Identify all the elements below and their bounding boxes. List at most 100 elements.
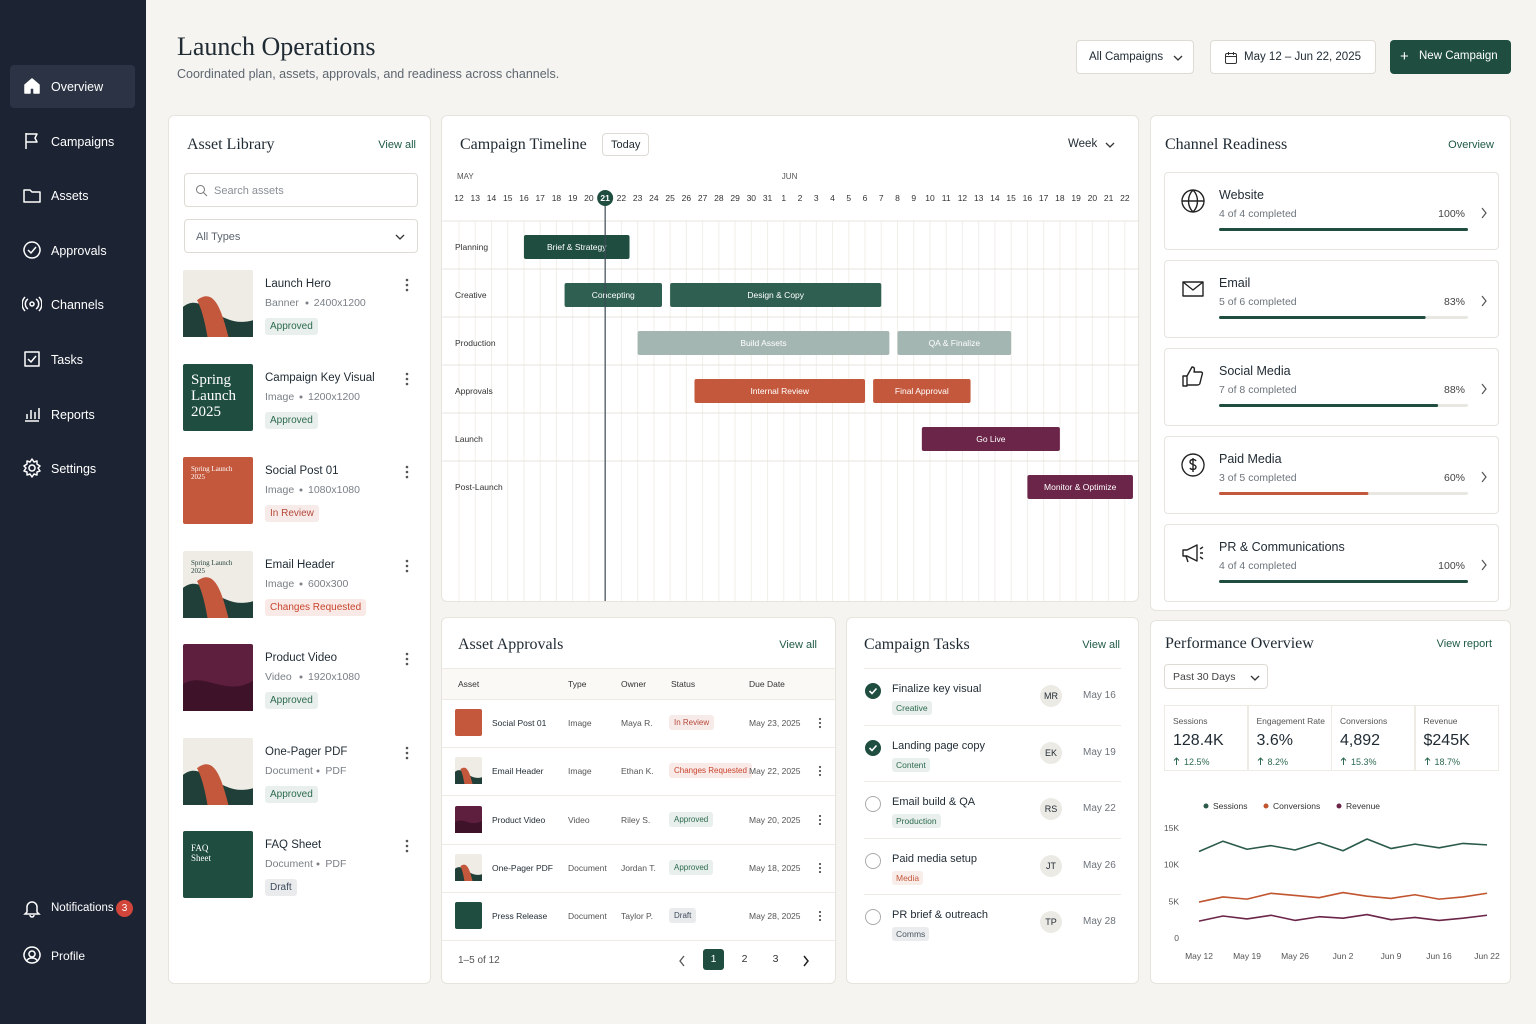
chevron: [1105, 142, 1115, 148]
channel-name: Website: [1219, 188, 1264, 202]
kpi-card: Revenue $245K 18.7%: [1414, 705, 1499, 771]
day-label: 16: [1023, 193, 1033, 203]
page-button[interactable]: 1: [703, 949, 724, 970]
nav-item[interactable]: Approvals: [10, 229, 135, 272]
icon: [1182, 281, 1204, 297]
table-row[interactable]: One-Pager PDF Document Jordan T. Approved Ma…: [442, 844, 835, 893]
dot: [405, 746, 409, 749]
type-filter-label: All Types: [196, 231, 241, 243]
nav-label: Profile: [51, 949, 86, 963]
today-label: Today: [611, 139, 641, 151]
icon: [25, 132, 38, 149]
nav-label: Campaigns: [51, 134, 115, 149]
channel-card[interactable]: Website 4 of 4 completed 100%: [1164, 172, 1499, 250]
view-all[interactable]: View all: [779, 639, 817, 651]
thumbnail: [183, 270, 253, 337]
channel-card[interactable]: Social Media 7 of 8 completed 88%: [1164, 348, 1499, 426]
column-header: Due Date: [749, 679, 785, 689]
sidebar: Overview Campaigns Assets Approvals Channels…: [0, 0, 146, 1024]
progress-bar: [1219, 404, 1468, 407]
x-tick-label: Jun 16: [1426, 951, 1452, 961]
status-pill: Media: [892, 870, 924, 885]
page-button[interactable]: 2: [741, 953, 748, 965]
thumb-text: Spring: [191, 372, 232, 388]
overview-link[interactable]: Overview: [1448, 139, 1494, 151]
search-box[interactable]: Search assets: [184, 173, 418, 207]
notifications[interactable]: Notifications 3: [10, 888, 135, 928]
channel-progress: 4 of 4 completed: [1219, 560, 1297, 572]
table-row[interactable]: Press Release Document Taylor P. Draft May 2…: [442, 892, 835, 942]
dot: [305, 301, 309, 305]
table-row[interactable]: Product Video Video Riley S. Approved May 20…: [442, 796, 835, 845]
kpi-change: 18.7%: [1434, 757, 1461, 767]
campaign-filter[interactable]: All Campaigns: [1076, 40, 1194, 74]
task-checkbox: [865, 852, 881, 869]
icon: [1340, 757, 1347, 765]
nav-item[interactable]: Settings: [10, 447, 135, 490]
more-menu: [405, 278, 409, 292]
channel-card[interactable]: PR & Communications 4 of 4 completed 100%: [1164, 524, 1499, 602]
asset-item[interactable]: FAQ Sheet FAQ Sheet Document PDF Draft: [183, 831, 419, 903]
nav-item[interactable]: Campaigns: [10, 120, 135, 163]
table-header-bg: [442, 668, 835, 700]
day-label: 25: [665, 193, 675, 203]
type-filter[interactable]: All Types: [184, 219, 418, 253]
nav-item[interactable]: Channels: [10, 283, 135, 326]
profile[interactable]: Profile: [10, 935, 135, 975]
thumb-text: Spring Launch: [191, 465, 233, 473]
gantt-bar: [1027, 475, 1133, 499]
asset-item[interactable]: Spring Launch 2025 Email Header Image 600x30…: [183, 550, 419, 623]
asset-size: 2400x1200: [313, 297, 366, 309]
task-row[interactable]: Finalize key visual Creative MR May 16: [864, 668, 1121, 725]
dot: [405, 564, 409, 567]
task-row[interactable]: Email build & QA Production RS May 22: [864, 781, 1121, 838]
task-row[interactable]: Paid media setup Media JT May 26: [864, 837, 1121, 895]
dot: [405, 475, 409, 479]
scale-selector[interactable]: Week: [1068, 138, 1098, 150]
task-due: May 16: [1083, 690, 1116, 701]
channel-percent: 100%: [1438, 208, 1465, 220]
today-button[interactable]: Today: [602, 133, 649, 156]
table-row[interactable]: Social Post 01 Image Maya R. In Review May 2…: [442, 699, 835, 748]
date-range[interactable]: May 12 – Jun 22, 2025: [1210, 40, 1376, 74]
nav-icon: [22, 296, 42, 312]
task-row[interactable]: PR brief & outreach Comms TP May 28: [864, 894, 1121, 951]
asset-item[interactable]: Product Video Video 1920x1080 Approved: [183, 644, 419, 716]
asset-item[interactable]: Spring Launch 2025 Social Post 01 Image 1080…: [183, 457, 419, 529]
nav-label: Assets: [51, 189, 89, 204]
page-subtitle: Coordinated plan, assets, approvals, and…: [177, 67, 560, 81]
page-button[interactable]: 3: [772, 953, 779, 965]
asset-item[interactable]: Launch Hero Banner 2400x1200 Approved: [183, 270, 419, 342]
dot: [405, 559, 409, 562]
nav-item[interactable]: Tasks: [10, 338, 135, 381]
icon: [1481, 383, 1487, 395]
nav-item[interactable]: Overview: [10, 65, 135, 108]
nav-item[interactable]: Assets: [10, 174, 135, 217]
new-campaign-button[interactable]: + New Campaign: [1390, 40, 1511, 74]
nav-item[interactable]: Reports: [10, 393, 135, 436]
asset-name: Email Header: [265, 558, 335, 571]
dot: [818, 862, 822, 865]
day-label: 30: [747, 193, 757, 203]
pagination-summary: 1–5 of 12: [458, 955, 500, 966]
kpi-value: 128.4K: [1173, 732, 1224, 749]
asset-item[interactable]: One-Pager PDF Document PDF Approved: [183, 737, 419, 810]
asset-item[interactable]: Spring Launch 2025 Campaign Key Visual Image…: [183, 363, 419, 436]
thumb-text: Launch: [191, 388, 236, 404]
channel-card[interactable]: Email 5 of 6 completed 83%: [1164, 260, 1499, 338]
view-all[interactable]: View all: [1082, 639, 1120, 651]
bar-label: QA & Finalize: [929, 338, 981, 348]
column-header: Owner: [621, 679, 647, 689]
channel-card[interactable]: Paid Media 3 of 5 completed 60%: [1164, 436, 1499, 514]
view-report[interactable]: View report: [1436, 638, 1492, 650]
task-row[interactable]: Landing page copy Content EK May 19: [864, 724, 1121, 782]
table-row[interactable]: Email Header Image Ethan K. Changes Request…: [442, 747, 835, 797]
cell-owner: Taylor P.: [621, 911, 653, 922]
period-selector[interactable]: Past 30 Days: [1164, 664, 1268, 689]
dot: [818, 822, 822, 825]
view-all[interactable]: View all: [378, 139, 416, 151]
task-name: Email build & QA: [892, 796, 976, 808]
more-menu: [818, 766, 822, 777]
